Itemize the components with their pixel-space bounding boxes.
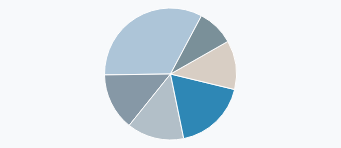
background (0, 0, 341, 148)
chart-container (0, 0, 341, 148)
pie-slice (171, 16, 228, 74)
pie (104, 8, 236, 140)
chart-svg (0, 0, 341, 148)
